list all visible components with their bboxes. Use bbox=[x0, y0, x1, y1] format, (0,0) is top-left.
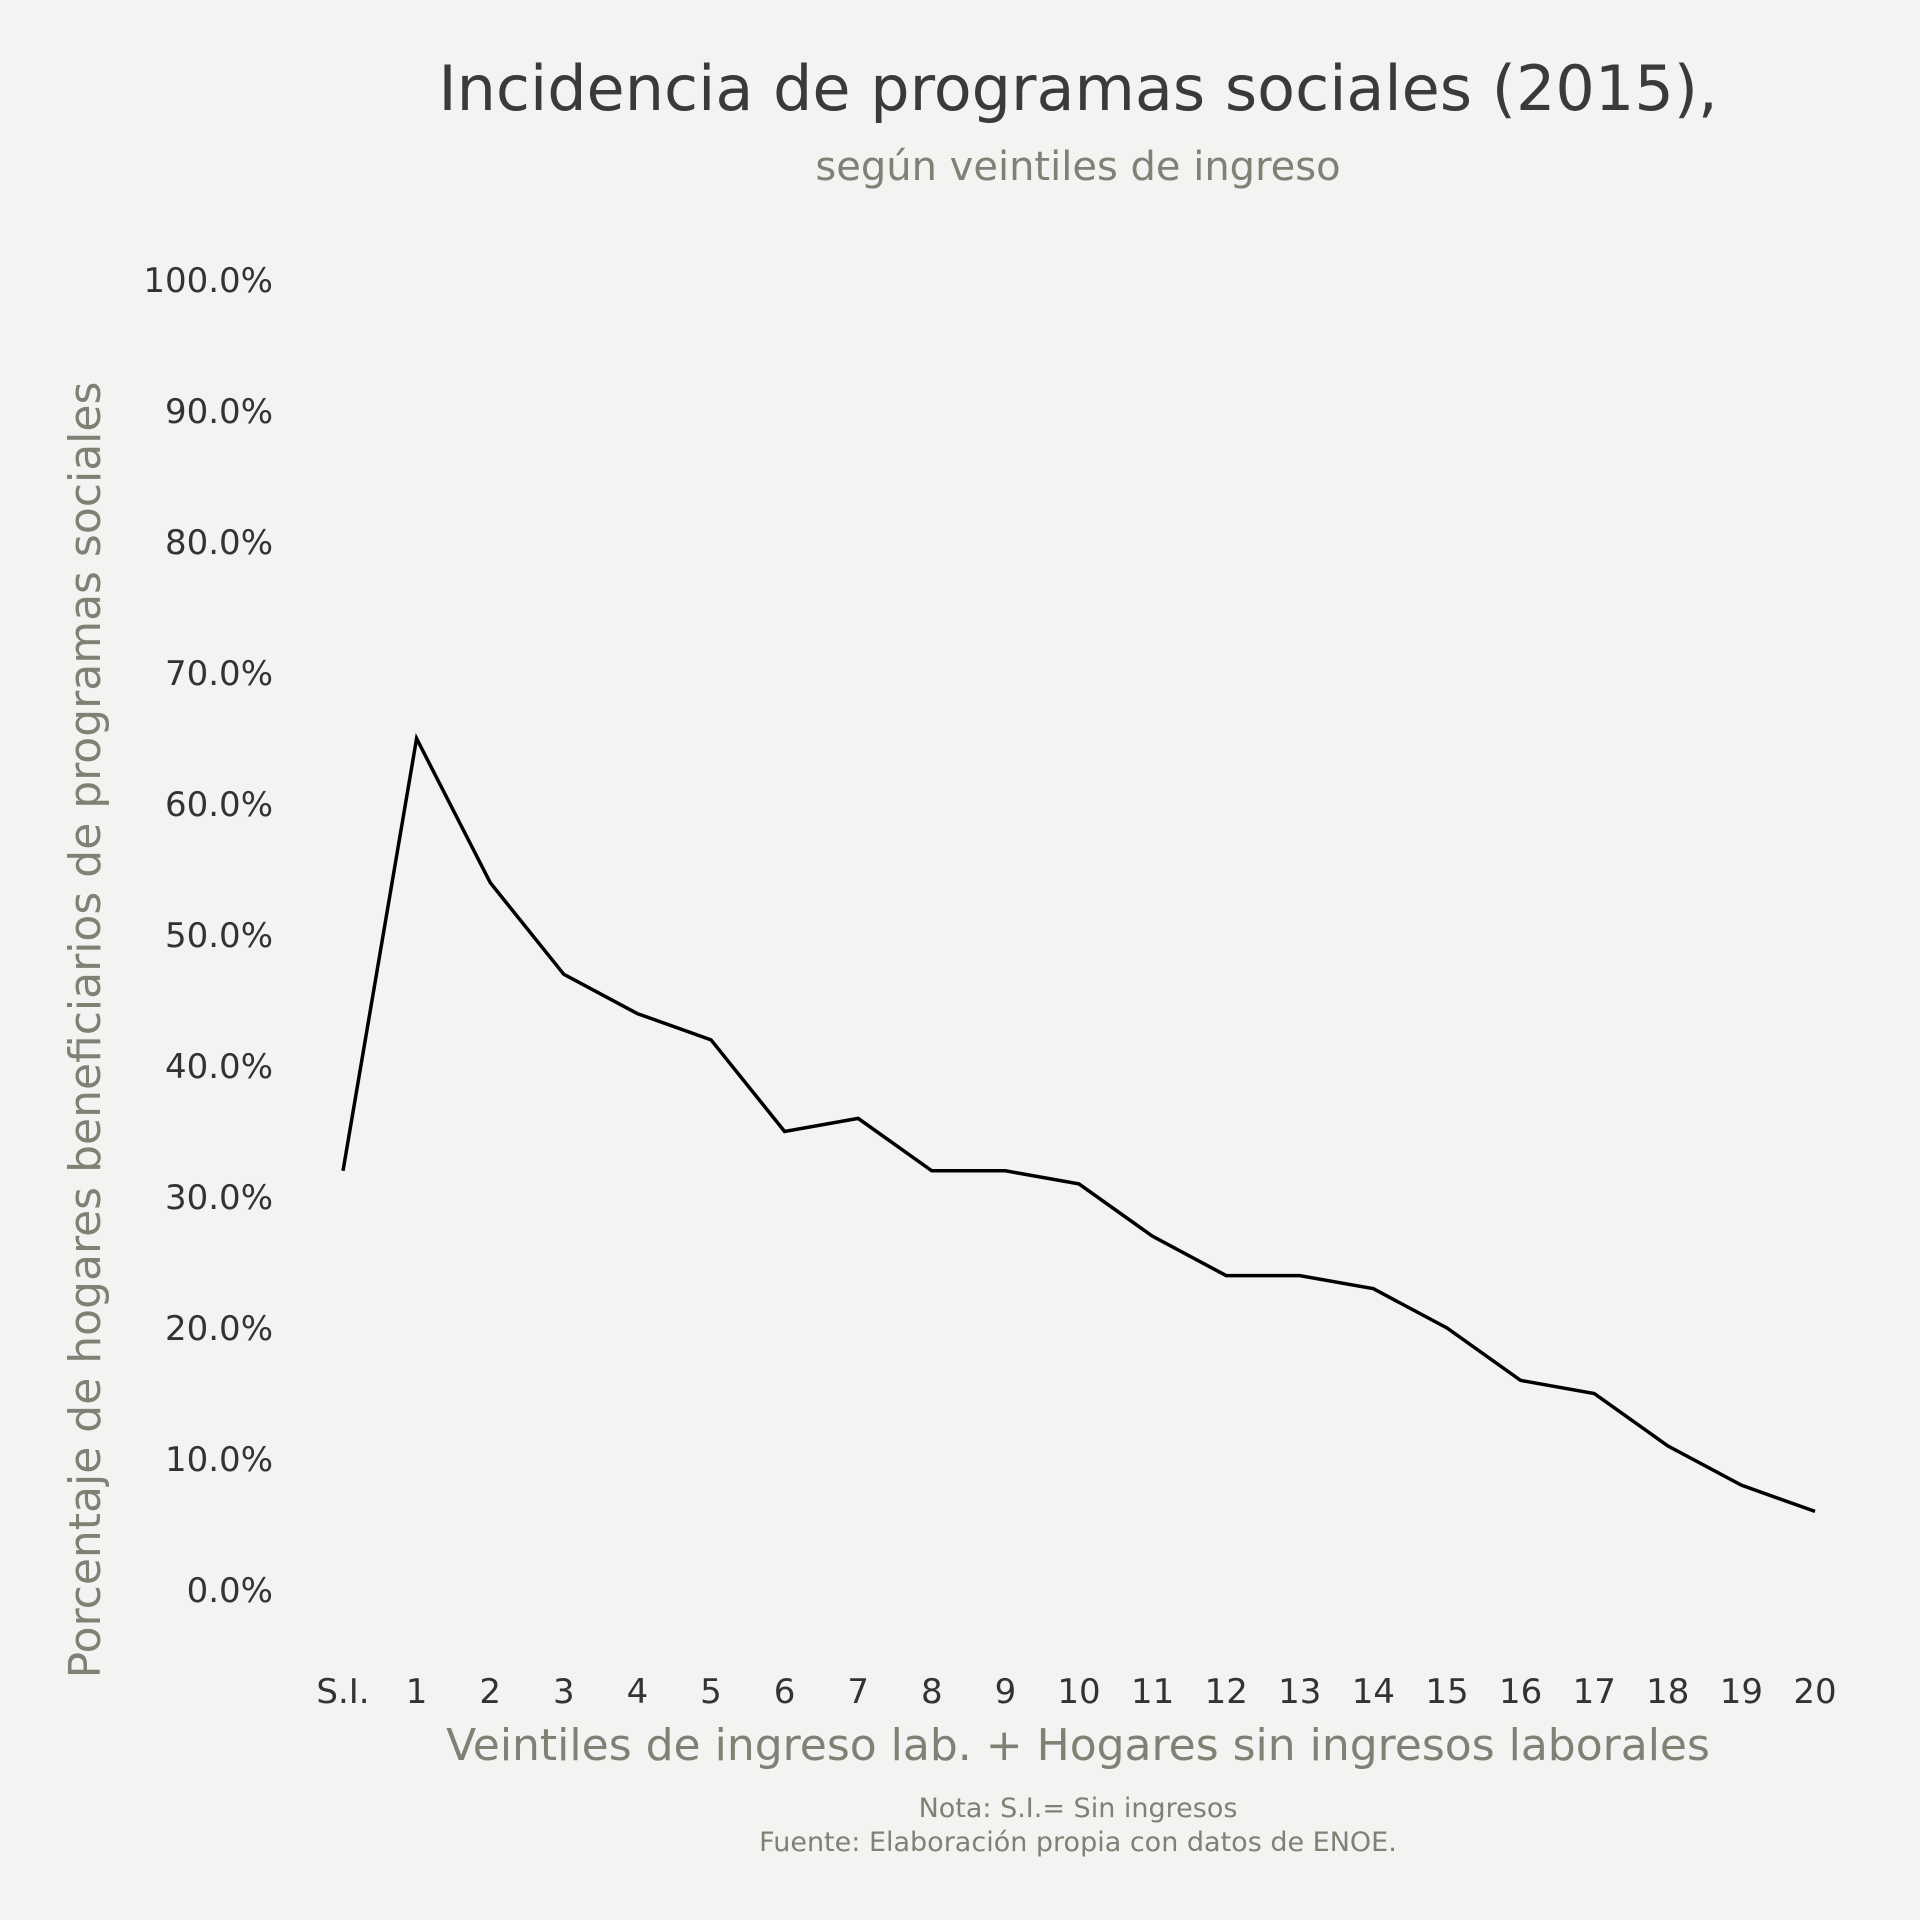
y-tick-label: 40.0% bbox=[165, 1047, 273, 1087]
y-tick-label: 80.0% bbox=[165, 523, 273, 563]
y-tick-label: 90.0% bbox=[165, 392, 273, 432]
x-axis-label: Veintiles de ingreso lab. + Hogares sin … bbox=[446, 1720, 1710, 1771]
y-tick-label: 100.0% bbox=[143, 261, 273, 301]
x-tick-label: 7 bbox=[847, 1672, 869, 1712]
x-tick-label: 5 bbox=[700, 1672, 722, 1712]
x-tick-label: 15 bbox=[1425, 1672, 1468, 1712]
x-tick-label: 1 bbox=[406, 1672, 428, 1712]
x-tick-label: 2 bbox=[479, 1672, 501, 1712]
y-axis-ticks: 0.0% 10.0% 20.0% 30.0% 40.0% 50.0% 60.0% 70.0% 8… bbox=[143, 261, 273, 1611]
x-tick-label: 18 bbox=[1646, 1672, 1689, 1712]
x-tick-label: 3 bbox=[553, 1672, 575, 1712]
x-tick-label: 16 bbox=[1499, 1672, 1542, 1712]
caption-source: Fuente: Elaboración propia con datos de … bbox=[759, 1827, 1397, 1858]
x-tick-label: 17 bbox=[1573, 1672, 1616, 1712]
chart-title: Incidencia de programas sociales (2015), bbox=[438, 52, 1717, 125]
caption-note: Nota: S.I.= Sin ingresos bbox=[919, 1793, 1238, 1824]
y-tick-label: 70.0% bbox=[165, 654, 273, 694]
y-tick-label: 60.0% bbox=[165, 785, 273, 825]
y-tick-label: 0.0% bbox=[187, 1571, 273, 1611]
x-tick-label: 6 bbox=[774, 1672, 796, 1712]
x-tick-label: 13 bbox=[1278, 1672, 1321, 1712]
y-axis-label: Porcentaje de hogares beneficiarios de p… bbox=[60, 382, 111, 1679]
x-tick-label: 19 bbox=[1720, 1672, 1763, 1712]
data-points bbox=[341, 737, 1817, 1514]
y-tick-label: 20.0% bbox=[165, 1309, 273, 1349]
x-axis-ticks: S.I. 1 2 3 4 5 6 7 8 9 10 11 12 13 14 15 16 17 18 19 20 bbox=[316, 1672, 1836, 1712]
chart-subtitle: según veintiles de ingreso bbox=[815, 144, 1340, 190]
x-tick-label: 12 bbox=[1205, 1672, 1248, 1712]
x-tick-label: S.I. bbox=[316, 1672, 369, 1712]
y-tick-label: 50.0% bbox=[165, 916, 273, 956]
series-line bbox=[341, 733, 1816, 1514]
y-tick-label: 30.0% bbox=[165, 1178, 273, 1218]
x-tick-label: 14 bbox=[1352, 1672, 1395, 1712]
x-tick-label: 8 bbox=[921, 1672, 943, 1712]
x-tick-label: 9 bbox=[995, 1672, 1017, 1712]
y-tick-label: 10.0% bbox=[165, 1440, 273, 1480]
x-tick-label: 4 bbox=[627, 1672, 649, 1712]
x-tick-label: 11 bbox=[1131, 1672, 1174, 1712]
x-tick-label: 10 bbox=[1057, 1672, 1100, 1712]
x-tick-label: 20 bbox=[1793, 1672, 1836, 1712]
